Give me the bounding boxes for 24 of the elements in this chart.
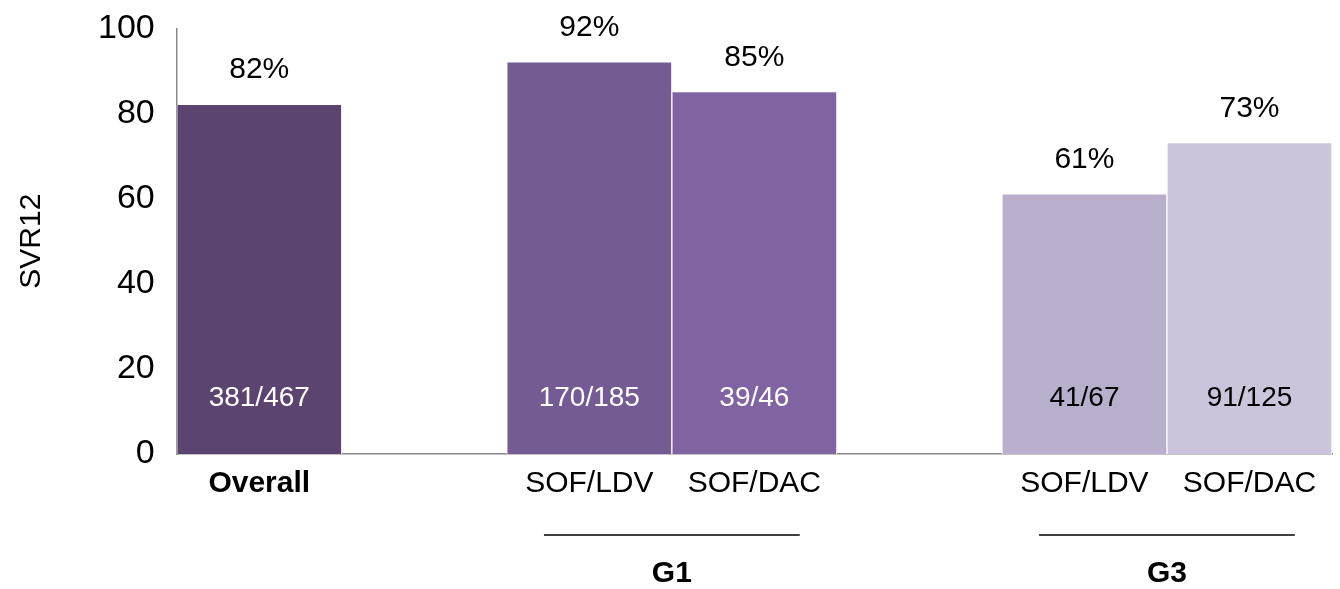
y-tick-label: 100 (97, 6, 155, 45)
annotation: 91/125 (1206, 380, 1293, 412)
data-label: 82% (229, 51, 290, 85)
y-tick-label: 80 (116, 91, 155, 130)
y-tick-label: 0 (135, 432, 155, 471)
data-label: 92% (559, 8, 620, 42)
x-tick-label: SOF/LDV (525, 465, 654, 499)
data-label: 85% (724, 38, 785, 72)
y-tick-label: 40 (116, 262, 155, 301)
annotation: 381/467 (208, 380, 310, 412)
annotation: 41/67 (1049, 380, 1120, 412)
y-tick-label: 20 (116, 347, 155, 386)
text: G1 (651, 555, 692, 589)
annotation: 170/185 (538, 380, 640, 412)
data-label: 73% (1219, 89, 1280, 123)
y-axis-title: SVR12 (13, 193, 47, 289)
x-tick-label: SOF/DAC (1182, 465, 1317, 499)
annotation: 39/46 (719, 380, 790, 412)
text: G3 (1146, 555, 1187, 589)
x-tick-label: SOF/LDV (1020, 465, 1149, 499)
x-tick-label: Overall (208, 465, 311, 499)
y-tick-label: 60 (116, 177, 155, 216)
x-tick-label: SOF/DAC (687, 465, 822, 499)
data-label: 61% (1054, 140, 1115, 174)
